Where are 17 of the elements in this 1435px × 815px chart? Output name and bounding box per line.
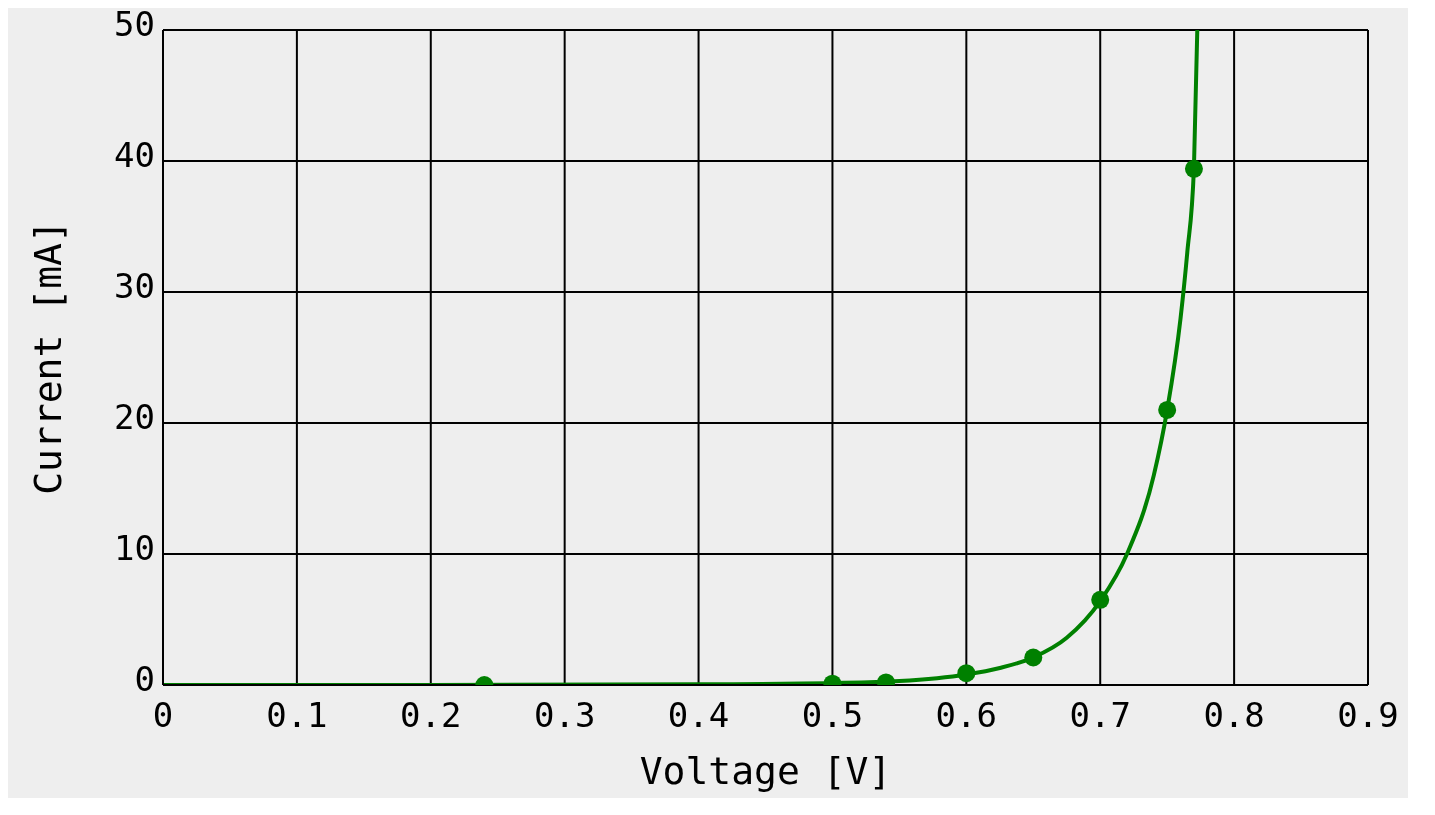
y-tick-label: 40	[114, 135, 155, 176]
x-tick-label: 0.4	[667, 695, 730, 736]
x-tick-label: 0.9	[1337, 695, 1399, 736]
x-axis-title: Voltage [V]	[639, 749, 892, 793]
y-tick-label: 0	[134, 659, 155, 700]
y-tick-label: 30	[114, 266, 155, 307]
x-tick-label: 0.3	[533, 695, 596, 736]
x-tick-label: 0.6	[935, 695, 998, 736]
x-tick-label: 0.1	[266, 695, 328, 736]
x-tick-label: 0.5	[801, 695, 864, 736]
x-tick-label: 0.8	[1203, 695, 1265, 736]
y-tick-label: 20	[114, 397, 155, 438]
y-tick-label: 10	[114, 528, 155, 569]
y-tick-label: 50	[114, 4, 155, 45]
x-tick-label: 0.2	[400, 695, 462, 736]
y-axis-title: Current [mA]	[26, 220, 71, 495]
x-tick-label: 0.7	[1069, 695, 1131, 736]
